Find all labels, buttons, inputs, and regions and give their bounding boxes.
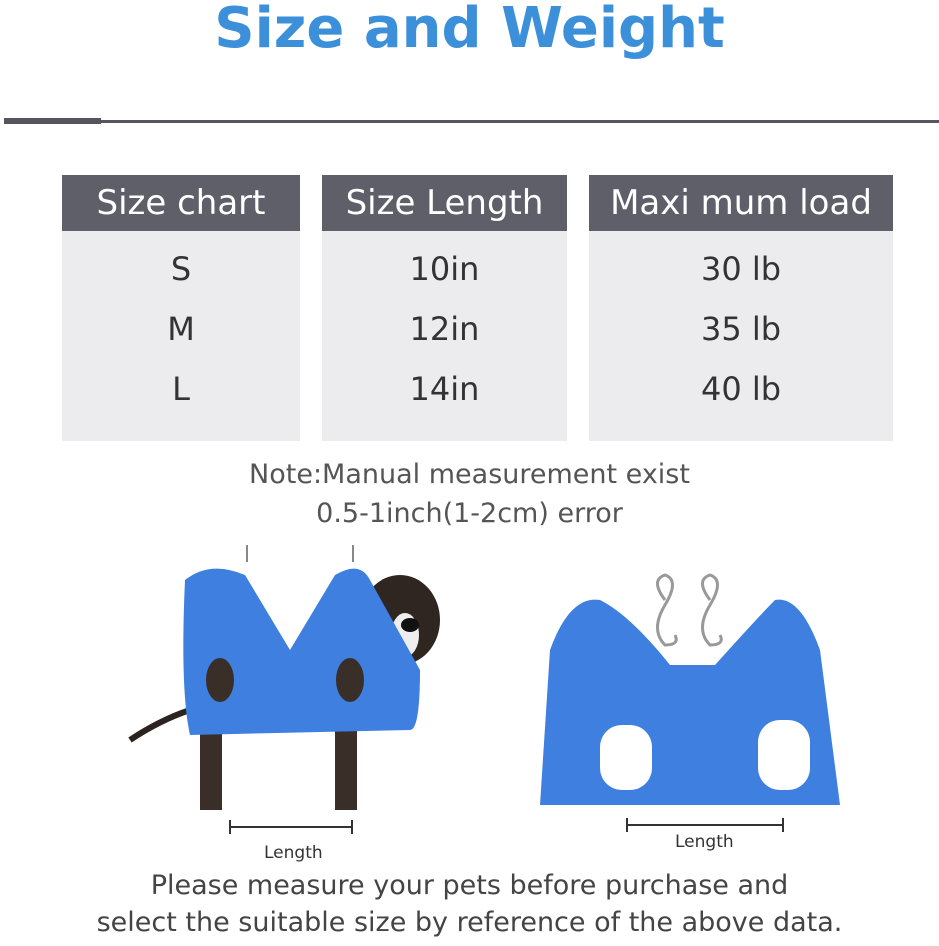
divider-accent xyxy=(4,118,101,124)
footer-line-1: Please measure your pets before purchase… xyxy=(150,870,789,901)
length-label-left: Length xyxy=(264,843,323,863)
table-cell: 40 lb xyxy=(700,370,782,408)
table-cell: L xyxy=(172,370,190,408)
table-cell: 35 lb xyxy=(700,310,782,348)
load-column: Maxi mum load 30 lb 35 lb 40 lb xyxy=(589,175,893,441)
size-column: Size chart S M L xyxy=(62,175,300,441)
table-cell: 30 lb xyxy=(700,250,782,288)
divider xyxy=(101,120,939,123)
note-line-1: Note:Manual measurement exist xyxy=(249,459,690,490)
note-line-2: 0.5-1inch(1-2cm) error xyxy=(316,498,623,529)
column-header: Size chart xyxy=(62,175,300,231)
dog-in-hammock-image xyxy=(128,545,440,834)
table-cell: M xyxy=(167,310,195,348)
flat-hammock-image xyxy=(540,573,840,832)
column-header: Size Length xyxy=(322,175,567,231)
footer-line-2: select the suitable size by reference of… xyxy=(96,907,843,938)
table-cell: 10in xyxy=(409,250,480,288)
column-header: Maxi mum load xyxy=(589,175,893,231)
length-column: Size Length 10in 12in 14in xyxy=(322,175,567,441)
table-cell: 14in xyxy=(409,370,480,408)
table-cell: 12in xyxy=(409,310,480,348)
page-title: Size and Weight xyxy=(214,0,725,61)
table-cell: S xyxy=(170,250,192,288)
length-label-right: Length xyxy=(675,832,734,852)
